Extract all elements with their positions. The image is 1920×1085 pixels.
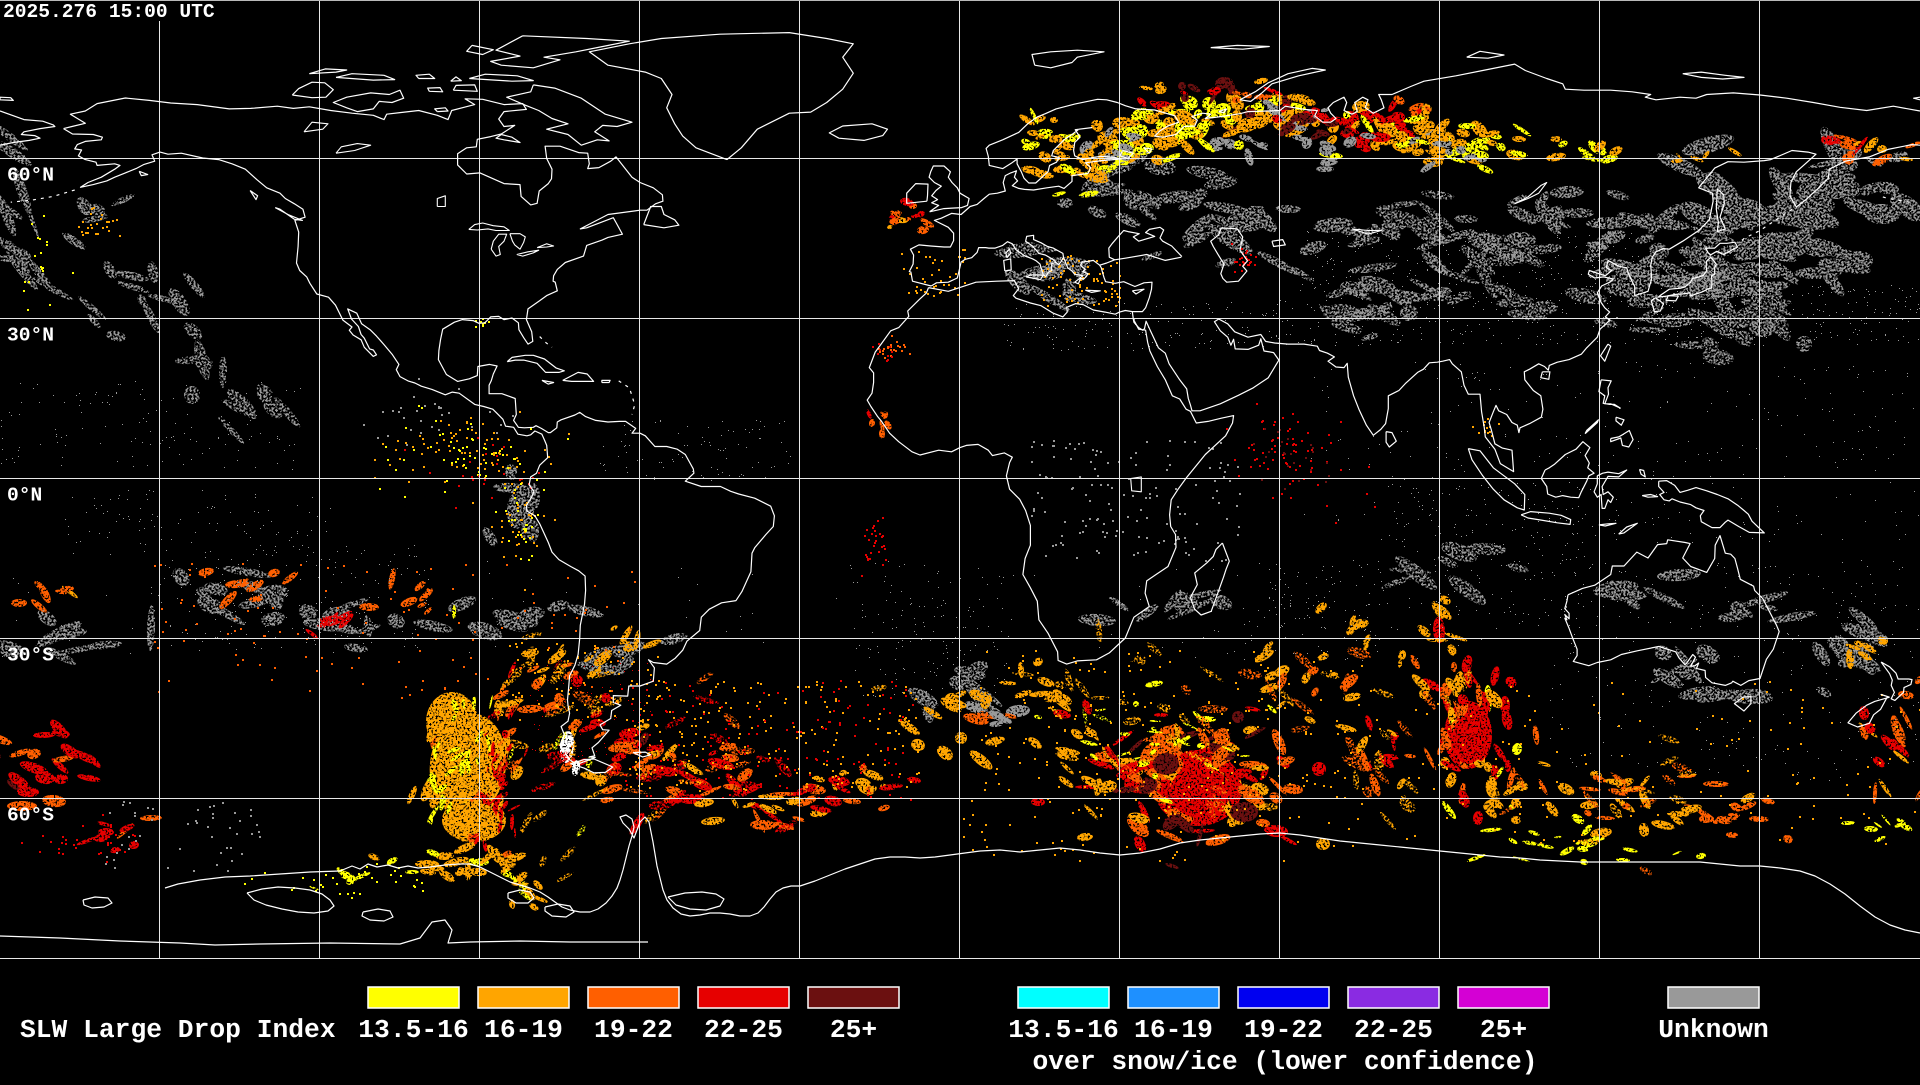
svg-text:19-22: 19-22	[594, 1015, 673, 1045]
svg-text:13.5-16: 13.5-16	[358, 1015, 468, 1045]
svg-text:13.5-16: 13.5-16	[1008, 1015, 1118, 1045]
svg-text:60°S: 60°S	[7, 805, 54, 827]
svg-text:SLW Large Drop Index: SLW Large Drop Index	[20, 1015, 336, 1045]
svg-text:over snow/ice (lower confidenc: over snow/ice (lower confidence)	[1033, 1047, 1538, 1077]
svg-text:30°S: 30°S	[7, 645, 54, 667]
svg-text:25+: 25+	[830, 1015, 877, 1045]
svg-text:19-22: 19-22	[1244, 1015, 1323, 1045]
svg-text:25+: 25+	[1480, 1015, 1527, 1045]
svg-text:16-19: 16-19	[484, 1015, 563, 1045]
svg-text:60°N: 60°N	[7, 165, 54, 187]
svg-text:Unknown: Unknown	[1658, 1015, 1768, 1045]
svg-text:30°N: 30°N	[7, 325, 54, 347]
svg-text:22-25: 22-25	[1354, 1015, 1433, 1045]
svg-text:0°N: 0°N	[7, 485, 42, 507]
svg-text:22-25: 22-25	[704, 1015, 783, 1045]
svg-text:2025.276 15:00 UTC: 2025.276 15:00 UTC	[3, 1, 215, 23]
svg-text:16-19: 16-19	[1134, 1015, 1213, 1045]
